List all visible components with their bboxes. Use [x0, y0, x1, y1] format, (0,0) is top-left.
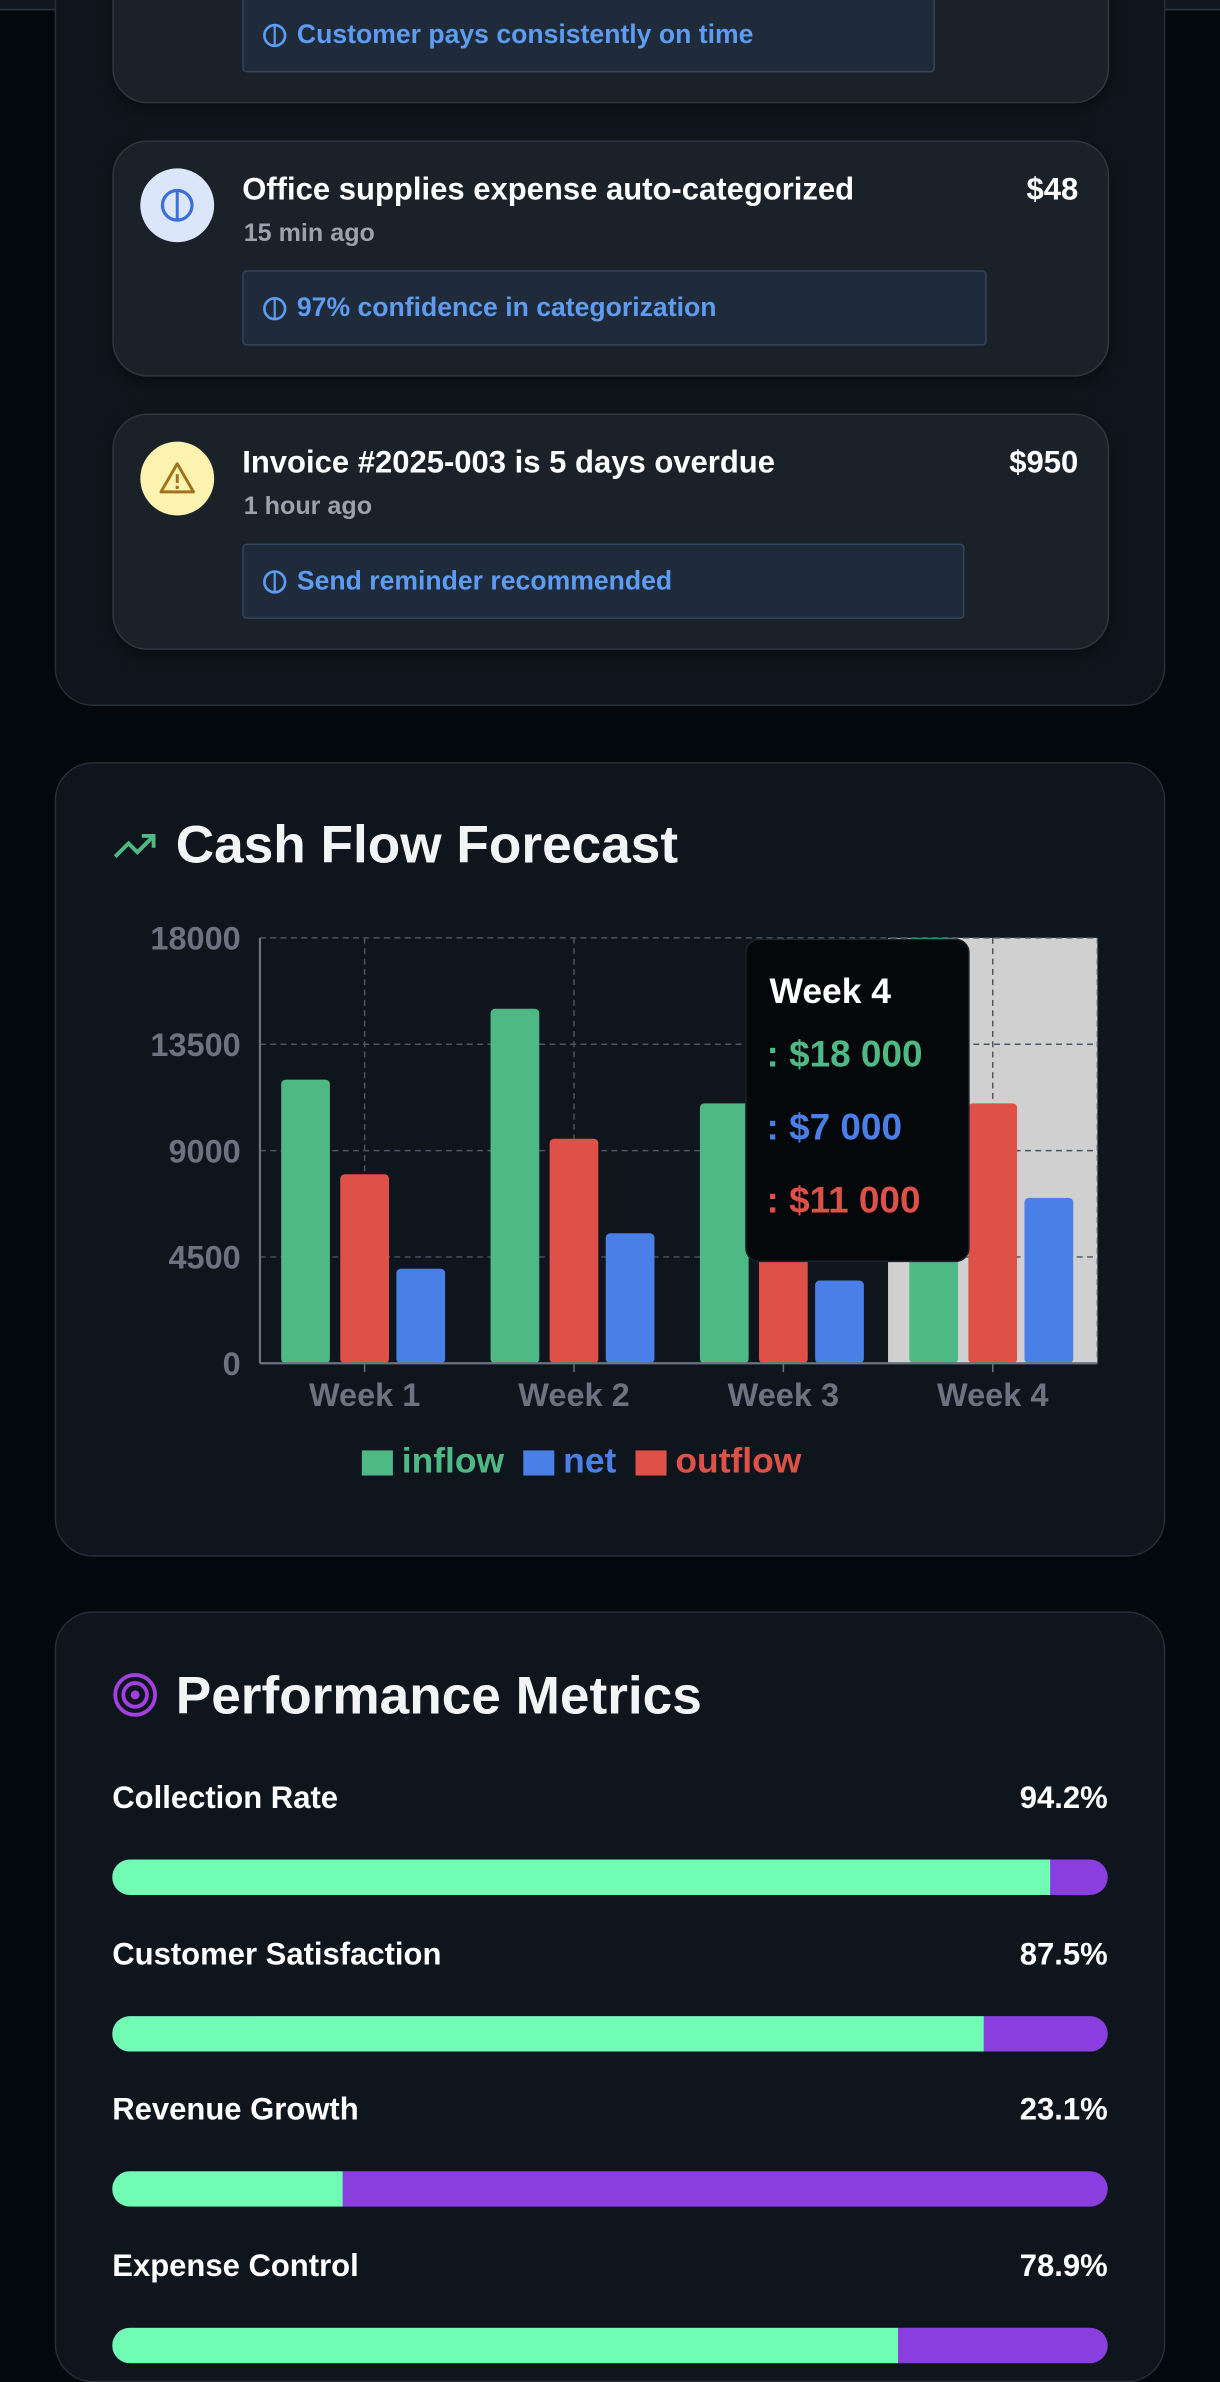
bar — [699, 1103, 749, 1364]
bar — [1024, 1197, 1074, 1364]
legend-label: net — [563, 1441, 616, 1481]
trend-icon — [113, 834, 156, 859]
metric-track — [112, 2171, 1108, 2207]
metrics-title: Performance Metrics — [175, 1664, 702, 1726]
chip-text: Customer pays consistently on time — [296, 19, 754, 49]
activity-amount: $950 — [1009, 446, 1079, 481]
y-tick-label: 18000 — [150, 921, 240, 957]
insight-chip: Customer pays consistently on time — [242, 0, 935, 73]
x-tick-label: Week 2 — [518, 1377, 629, 1413]
insight-chip: Send reminder recommended — [242, 543, 965, 619]
metric-value: 94.2% — [1019, 1781, 1108, 1816]
metric-label: Expense Control — [112, 2248, 359, 2283]
metric-label: Customer Satisfaction — [112, 1937, 442, 1972]
activity-title: Invoice #2025-003 is 5 days overdue — [242, 446, 776, 481]
activity-title: Office supplies expense auto-categorized — [242, 172, 855, 207]
metric-bar — [112, 2015, 984, 2051]
bar — [549, 1138, 599, 1364]
metric-track — [112, 1859, 1108, 1895]
chart: 0 4500 9000 13500 18000 Week 1 Week 2 Week 3 Wee… — [150, 921, 1099, 1481]
bar — [490, 1008, 540, 1364]
y-tick-label: 13500 — [150, 1027, 240, 1063]
activity-amount: $48 — [1026, 172, 1079, 207]
metric-value: 87.5% — [1019, 1937, 1108, 1972]
metric-track — [112, 2015, 1108, 2051]
x-tick-label: Week 3 — [728, 1377, 839, 1413]
metric-value: 23.1% — [1019, 2092, 1108, 2127]
insight-chip: 97% confidence in categorization — [242, 270, 987, 346]
bar — [340, 1174, 390, 1364]
bar — [396, 1268, 446, 1364]
legend-swatch — [523, 1450, 555, 1476]
activity-time: 1 hour ago — [243, 491, 373, 520]
x-tick-label: Week 4 — [937, 1377, 1048, 1413]
y-tick-label: 9000 — [168, 1133, 240, 1169]
brain-avatar — [140, 168, 215, 243]
bar — [968, 1103, 1018, 1364]
metric-bar — [112, 2327, 898, 2363]
metrics-panel — [54, 1611, 1166, 2382]
tooltip-line: : $18 000 — [767, 1033, 923, 1074]
target-icon — [113, 1672, 158, 1717]
y-tick-label: 0 — [223, 1346, 241, 1382]
tooltip-title: Week 4 — [770, 971, 892, 1011]
warning-avatar — [140, 441, 215, 516]
x-tick-label: Week 1 — [309, 1377, 420, 1413]
legend-label: outflow — [675, 1441, 801, 1481]
legend-swatch — [361, 1450, 393, 1476]
metric-bar — [112, 2171, 343, 2207]
bar — [281, 1079, 330, 1364]
metric-label: Collection Rate — [112, 1781, 339, 1816]
tooltip — [745, 938, 970, 1263]
tooltip-line: : $11 000 — [767, 1180, 921, 1221]
y-tick-label: 4500 — [168, 1240, 240, 1276]
brain-icon — [263, 23, 287, 47]
legend-swatch — [635, 1450, 667, 1476]
bar — [605, 1233, 655, 1364]
chip-text: 97% confidence in categorization — [296, 292, 717, 322]
activity-time: 15 min ago — [243, 218, 375, 247]
bar — [815, 1280, 864, 1364]
metric-value: 78.9% — [1019, 2248, 1108, 2283]
metric-label: Revenue Growth — [112, 2092, 359, 2127]
metric-track — [112, 2327, 1108, 2363]
metric-bar — [112, 1859, 1051, 1895]
chart-title: Cash Flow Forecast — [175, 813, 679, 875]
legend-label: inflow — [402, 1441, 505, 1481]
chip-text: Send reminder recommended — [296, 565, 673, 596]
tooltip-line: : $7 000 — [767, 1107, 902, 1148]
